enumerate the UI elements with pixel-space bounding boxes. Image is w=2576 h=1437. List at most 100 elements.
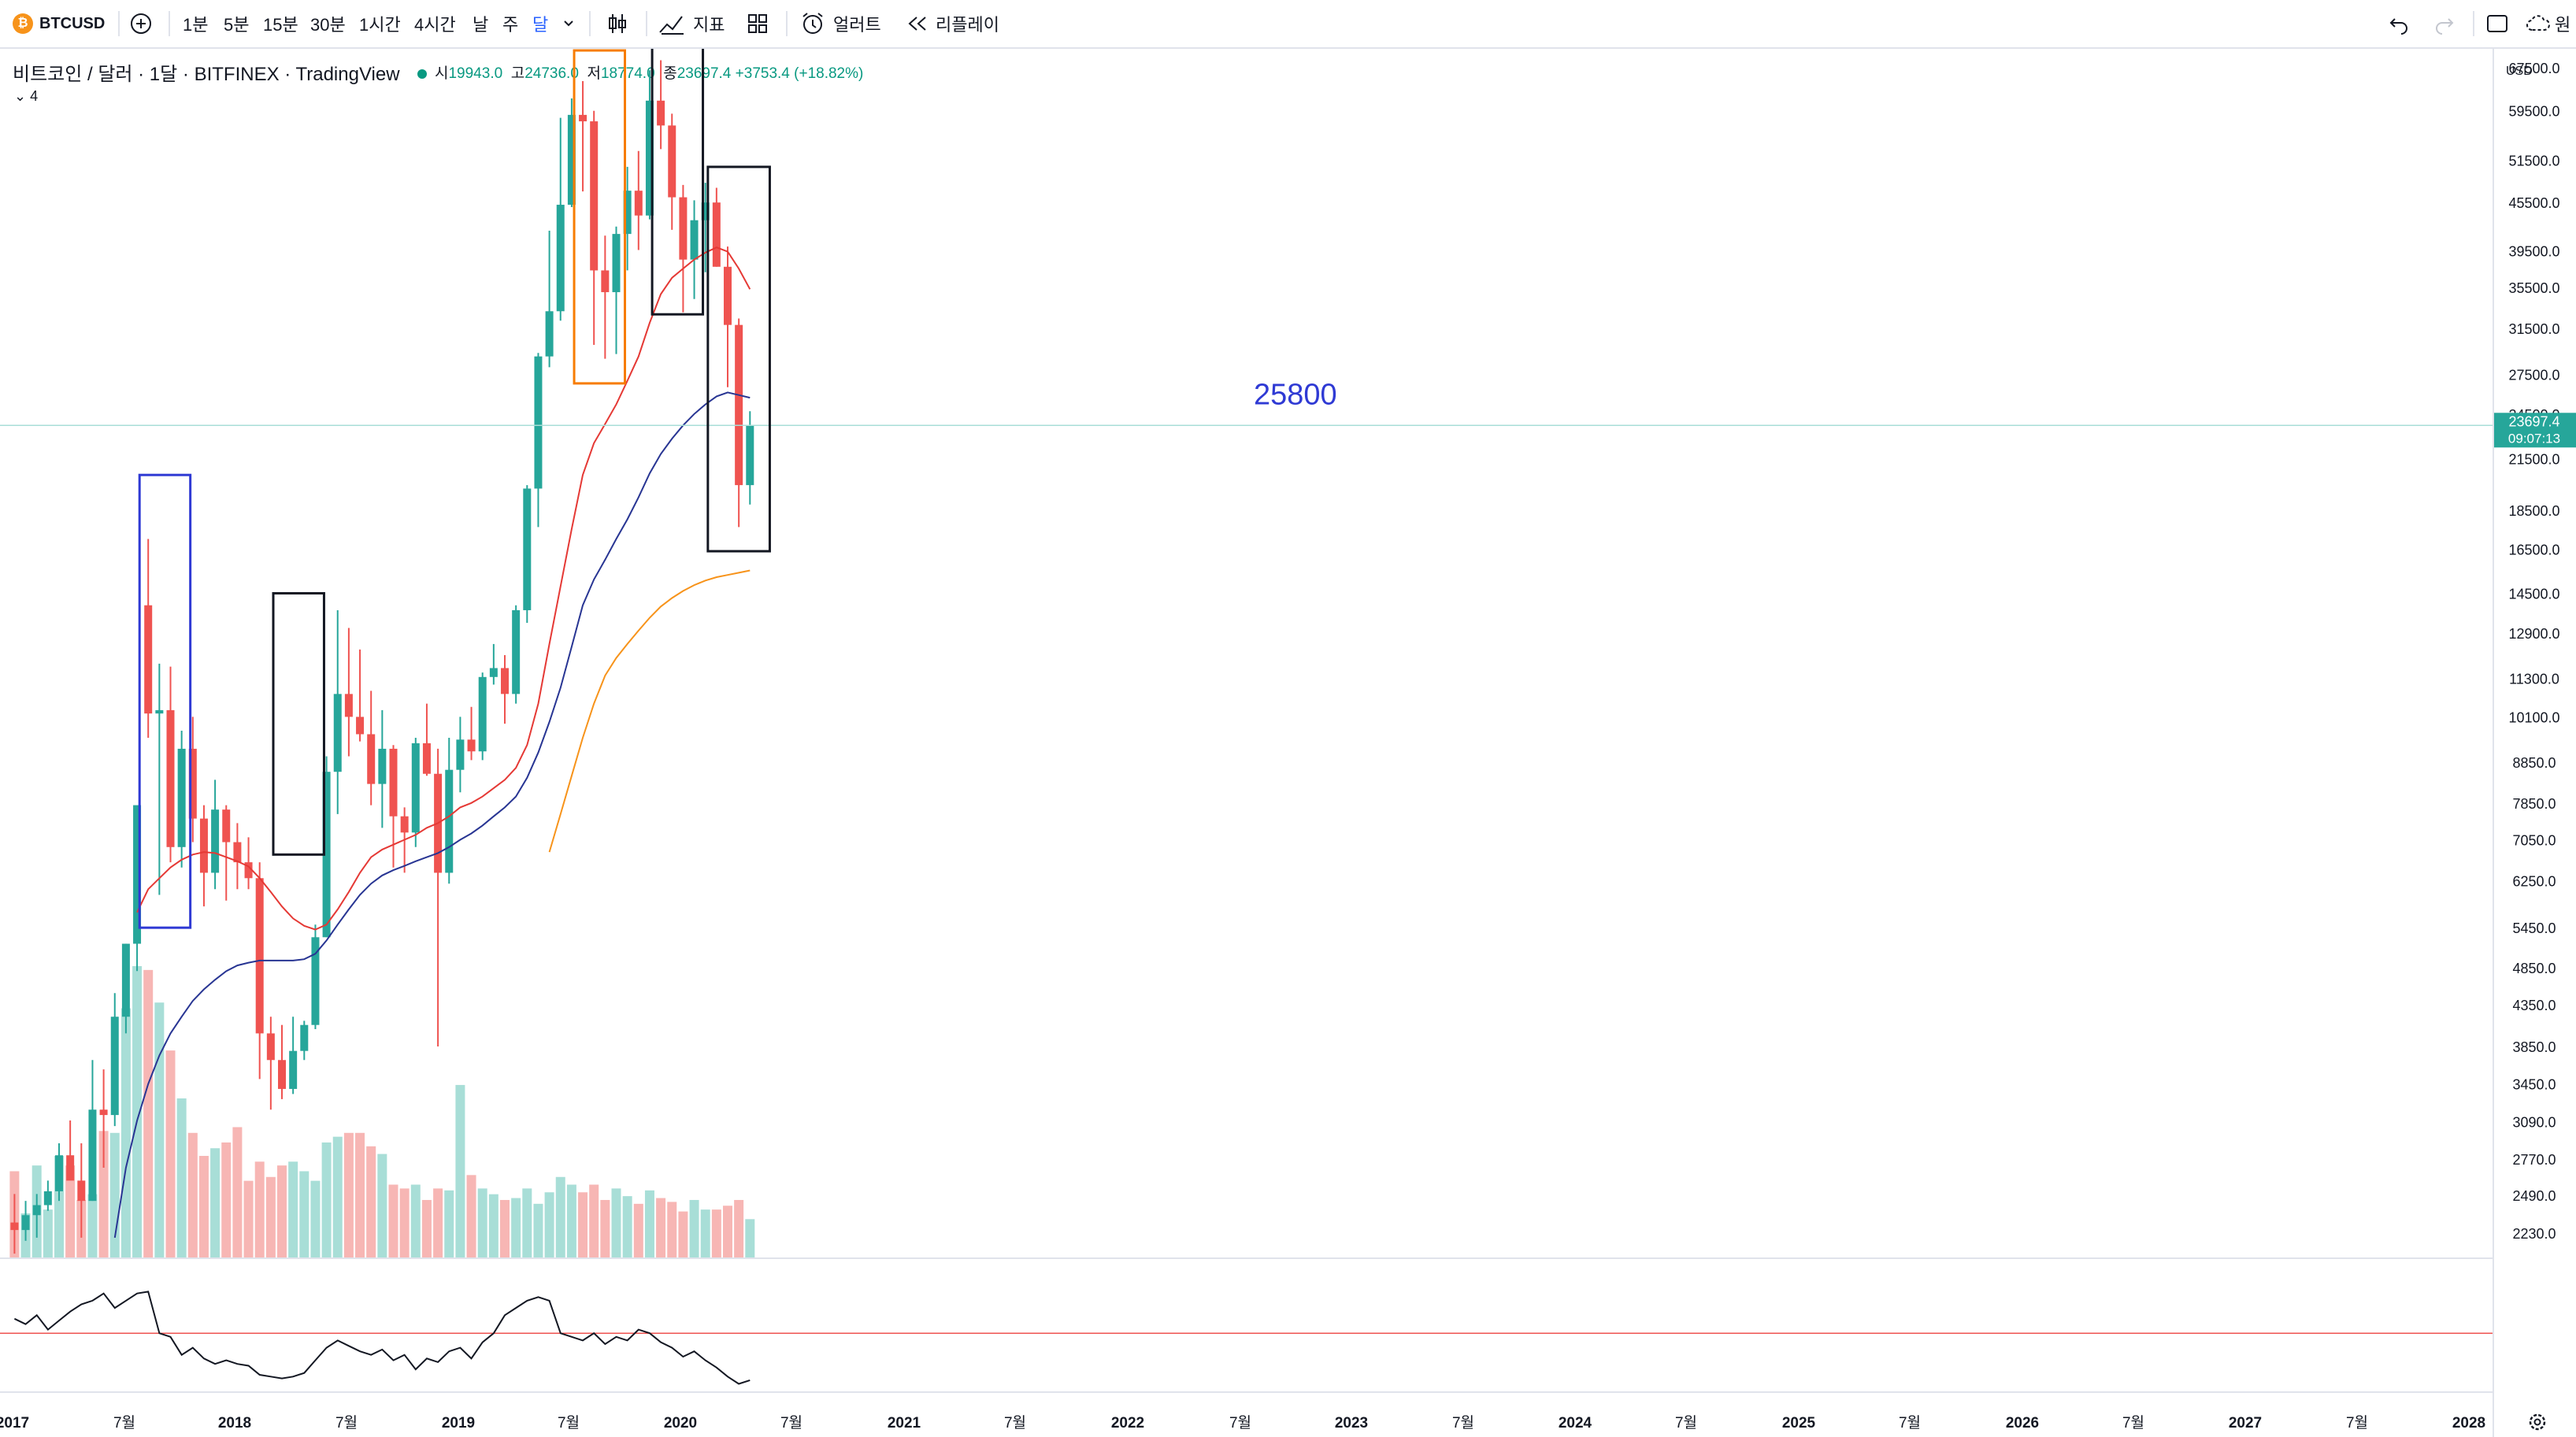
redo-button[interactable]	[2433, 0, 2456, 47]
undo-button[interactable]	[2388, 0, 2410, 47]
candle-body	[278, 1060, 286, 1089]
volume-bar	[644, 1190, 654, 1257]
drawing-box-black	[272, 591, 325, 856]
cloud-save-button[interactable]: 원	[2525, 0, 2570, 47]
alert-button[interactable]: 얼러트	[800, 0, 881, 47]
interval-5[interactable]: 4시간	[414, 15, 456, 35]
candle-body	[233, 842, 242, 863]
volume-bar	[678, 1211, 688, 1257]
toolbar-divider	[786, 11, 788, 36]
compare-button[interactable]	[129, 0, 153, 47]
plus-circle-icon	[131, 13, 151, 34]
candle-body	[344, 694, 353, 717]
price-tick-label: 35500.0	[2508, 280, 2559, 296]
volume-bar	[299, 1171, 309, 1257]
replay-button[interactable]: 리플레이	[906, 0, 999, 47]
volume-bar	[98, 1131, 109, 1257]
candle-body	[467, 739, 476, 752]
last-price-label: 23697.4	[2508, 413, 2559, 429]
drawing-box-orange	[573, 49, 626, 385]
layout-button[interactable]	[747, 0, 769, 47]
time-tick-label: 7월	[1452, 1414, 1474, 1431]
volume-bar	[734, 1199, 744, 1257]
rsi-line	[13, 1291, 751, 1385]
settings-gear-icon[interactable]	[2529, 1413, 2546, 1431]
volume-bar	[109, 1132, 120, 1257]
volume-bar	[455, 1084, 465, 1257]
close-label: 종	[663, 65, 677, 82]
price-axis-background	[2493, 49, 2576, 1437]
high-value: 24736.0	[524, 65, 579, 82]
interval-8[interactable]: 달	[532, 15, 549, 35]
volume-bar	[310, 1180, 321, 1257]
candle-body	[66, 1155, 75, 1181]
volume-bar	[689, 1199, 699, 1257]
interval-7[interactable]: 주	[502, 15, 519, 35]
candle-body	[400, 816, 409, 833]
replay-label: 리플레이	[936, 15, 999, 35]
volume-bar	[143, 969, 154, 1257]
price-tick-label: 31500.0	[2508, 321, 2559, 337]
price-tick-label: 45500.0	[2508, 195, 2559, 211]
volume-bar	[600, 1199, 610, 1257]
price-tick-label: 7050.0	[2512, 832, 2556, 848]
time-tick-label: 7월	[335, 1414, 358, 1431]
candle-body	[188, 748, 197, 819]
volume-bar	[633, 1203, 643, 1257]
candle-body	[32, 1205, 41, 1216]
indicators-button[interactable]: 지표	[658, 0, 725, 47]
price-tick-label: 10100.0	[2508, 709, 2559, 725]
open-value: 19943.0	[448, 65, 503, 82]
time-tick-label: 2022	[1111, 1415, 1144, 1431]
candle-body	[534, 356, 543, 489]
interval-dropdown[interactable]	[561, 0, 576, 47]
indicator-collapse-button[interactable]: ⌄ 4	[14, 88, 38, 105]
drawing-box-black	[650, 49, 705, 316]
toolbar-divider	[2473, 11, 2474, 36]
interval-1[interactable]: 5분	[224, 15, 250, 35]
volume-bar	[500, 1199, 510, 1257]
interval-4[interactable]: 1시간	[359, 15, 401, 35]
time-tick-label: 7월	[780, 1414, 802, 1431]
interval-2[interactable]: 15분	[263, 15, 298, 35]
candle-body	[88, 1109, 97, 1202]
time-tick-label: 2028	[2452, 1415, 2485, 1431]
fullscreen-button[interactable]	[2485, 0, 2509, 47]
candle-body	[746, 425, 754, 486]
time-tick-label: 2020	[664, 1415, 697, 1431]
symbol-search[interactable]: ₿ BTCUSD	[13, 0, 105, 47]
volume-bar	[522, 1188, 532, 1257]
volume-bar	[366, 1146, 376, 1257]
price-tick-label: 18500.0	[2508, 503, 2559, 519]
volume-bar	[466, 1175, 476, 1257]
indicator-count: 4	[30, 88, 39, 104]
time-tick-label: 7월	[113, 1414, 135, 1431]
volume-bar	[433, 1188, 443, 1257]
volume-bar	[377, 1154, 387, 1257]
candle-body	[356, 717, 365, 735]
chart-type-button[interactable]	[605, 0, 630, 47]
candle-body	[690, 220, 699, 260]
volume-bar	[667, 1202, 677, 1257]
time-tick-label: 2019	[442, 1415, 475, 1431]
time-tick-label: 7월	[558, 1414, 580, 1431]
candle-body	[222, 809, 231, 843]
toolbar-divider	[118, 11, 120, 36]
indicators-icon	[659, 16, 684, 35]
candle-body	[645, 100, 654, 216]
countdown-label: 09:07:13	[2508, 431, 2560, 446]
volume-bar	[511, 1198, 521, 1257]
candle-body	[456, 739, 465, 770]
last-price-badge	[2494, 413, 2576, 448]
interval-3[interactable]: 30분	[310, 15, 346, 35]
interval-0[interactable]: 1분	[183, 15, 209, 35]
time-tick-label: 2017	[0, 1415, 29, 1431]
candle-body	[612, 234, 621, 293]
volume-bar	[221, 1142, 232, 1257]
price-tick-label: 21500.0	[2508, 452, 2559, 468]
volume-bar	[154, 1002, 165, 1257]
time-tick-label: 2026	[2006, 1415, 2039, 1431]
interval-6[interactable]: 날	[473, 15, 489, 35]
candle-body	[266, 1033, 275, 1061]
